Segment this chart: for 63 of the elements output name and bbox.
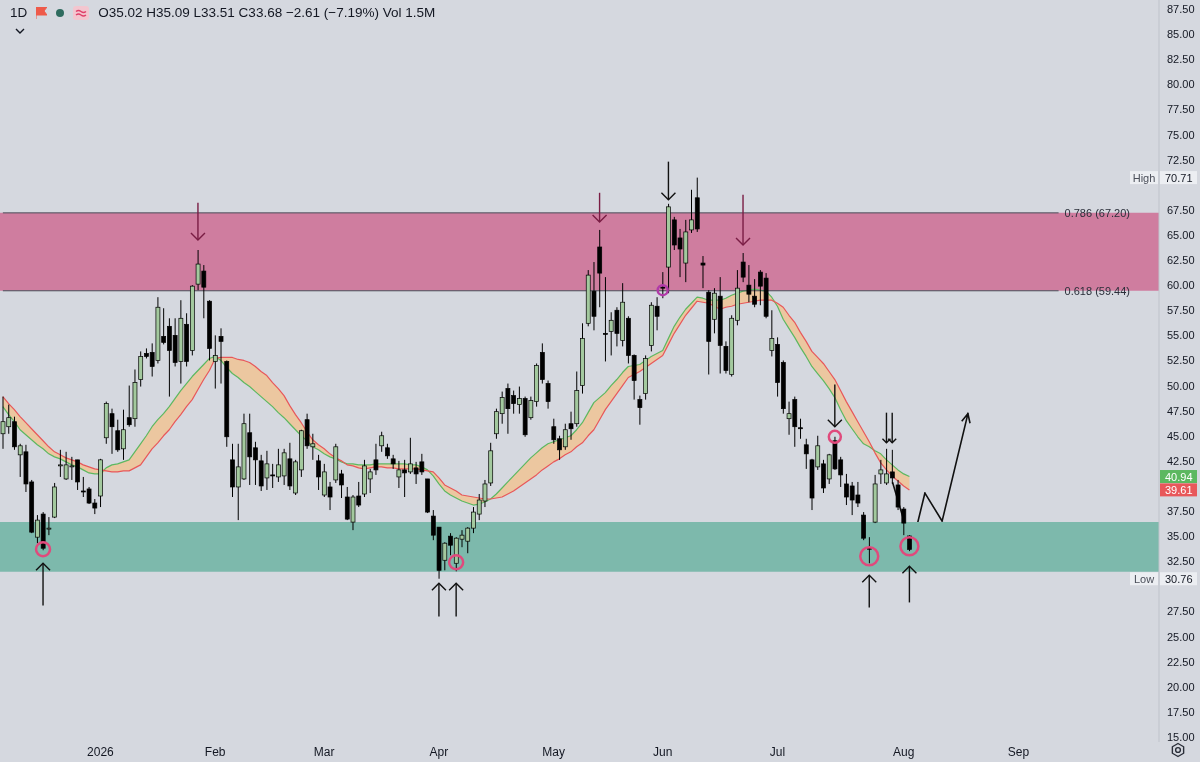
y-tick-label: 32.50	[1167, 555, 1195, 568]
candlestick	[637, 395, 643, 426]
annotation: 40.94	[1165, 470, 1193, 483]
y-tick-label: 82.50	[1167, 53, 1195, 66]
y-tick-label: 35.00	[1167, 530, 1195, 543]
y-tick-label: 75.00	[1167, 128, 1195, 141]
candlestick	[740, 252, 746, 283]
candlestick	[798, 418, 803, 440]
candlestick	[895, 479, 901, 511]
y-tick-label: 87.50	[1167, 3, 1195, 16]
candlestick	[212, 334, 218, 390]
x-tick-label: Jun	[653, 744, 673, 759]
annotation: High	[1132, 171, 1156, 184]
ref-line-label: 0.618 (59.44)	[1064, 284, 1131, 297]
y-tick-label: 60.00	[1167, 279, 1195, 292]
x-tick-label: Apr	[429, 744, 449, 759]
candlestick	[373, 443, 379, 476]
annotation: Low	[1133, 572, 1155, 585]
y-tick-label: 37.50	[1167, 505, 1195, 518]
x-tick-label: Mar	[313, 744, 335, 759]
candlestick	[660, 271, 666, 299]
chart-subtitle: O35.02 H35.09 L33.51 C33.68 −2.61 (−7.19%) Vol 1.5M	[98, 5, 436, 20]
y-tick-label: 77.50	[1167, 103, 1195, 116]
y-tick-label: 65.00	[1167, 228, 1195, 241]
y-tick-label: 45.00	[1167, 429, 1195, 442]
y-tick-label: 27.50	[1167, 605, 1195, 618]
x-tick-label: Sep	[1007, 744, 1030, 759]
y-tick-label: 55.00	[1167, 329, 1195, 342]
y-tick-label: 85.00	[1167, 28, 1195, 41]
annotation: 70.71	[1165, 171, 1193, 184]
y-tick-label: 80.00	[1167, 78, 1195, 91]
candlestick	[218, 327, 224, 385]
y-tick-label: 62.50	[1167, 254, 1195, 267]
candlestick	[603, 276, 608, 362]
candlestick	[803, 438, 809, 470]
x-tick-label: Aug	[893, 744, 915, 759]
y-tick-label: 47.50	[1167, 404, 1195, 417]
candlestick	[746, 264, 752, 303]
y-tick-label: 17.50	[1167, 705, 1195, 718]
x-tick-label: May	[542, 744, 566, 759]
y-tick-label: 15.00	[1167, 730, 1195, 743]
candlestick	[861, 511, 866, 541]
x-tick-label: 2026	[87, 744, 115, 759]
candlestick	[545, 380, 551, 410]
candlestick	[379, 431, 385, 453]
y-tick-label: 67.50	[1167, 203, 1195, 216]
x-tick-label: Feb	[204, 744, 226, 759]
y-tick-label: 22.50	[1167, 655, 1195, 668]
y-tick-label: 50.00	[1167, 379, 1195, 392]
annotation: 39.61	[1165, 483, 1193, 496]
candlestick	[901, 506, 907, 536]
candlestick	[752, 278, 757, 308]
ref-line-label: 0.786 (67.20)	[1064, 206, 1131, 219]
x-tick-label: Jul	[769, 744, 786, 759]
chart-title: 1D	[10, 5, 28, 20]
y-tick-label: 25.00	[1167, 630, 1195, 643]
y-tick-label: 52.50	[1167, 354, 1195, 367]
candlestick	[700, 255, 706, 289]
y-tick-label: 57.50	[1167, 304, 1195, 317]
y-tick-label: 20.00	[1167, 680, 1195, 693]
annotation: 30.76	[1165, 572, 1193, 585]
y-tick-label: 42.50	[1167, 454, 1195, 467]
y-tick-label: 72.50	[1167, 153, 1195, 166]
